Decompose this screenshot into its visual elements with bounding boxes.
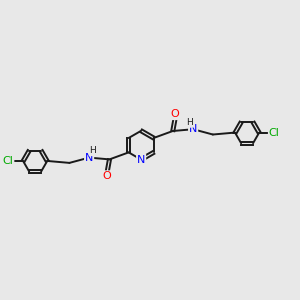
Text: O: O: [171, 109, 180, 119]
Text: O: O: [103, 171, 111, 181]
Text: Cl: Cl: [269, 128, 280, 138]
Text: N: N: [189, 124, 197, 134]
Text: H: H: [89, 146, 96, 155]
Text: N: N: [85, 153, 93, 163]
Text: Cl: Cl: [3, 156, 13, 166]
Text: H: H: [186, 118, 193, 127]
Text: N: N: [137, 154, 145, 165]
